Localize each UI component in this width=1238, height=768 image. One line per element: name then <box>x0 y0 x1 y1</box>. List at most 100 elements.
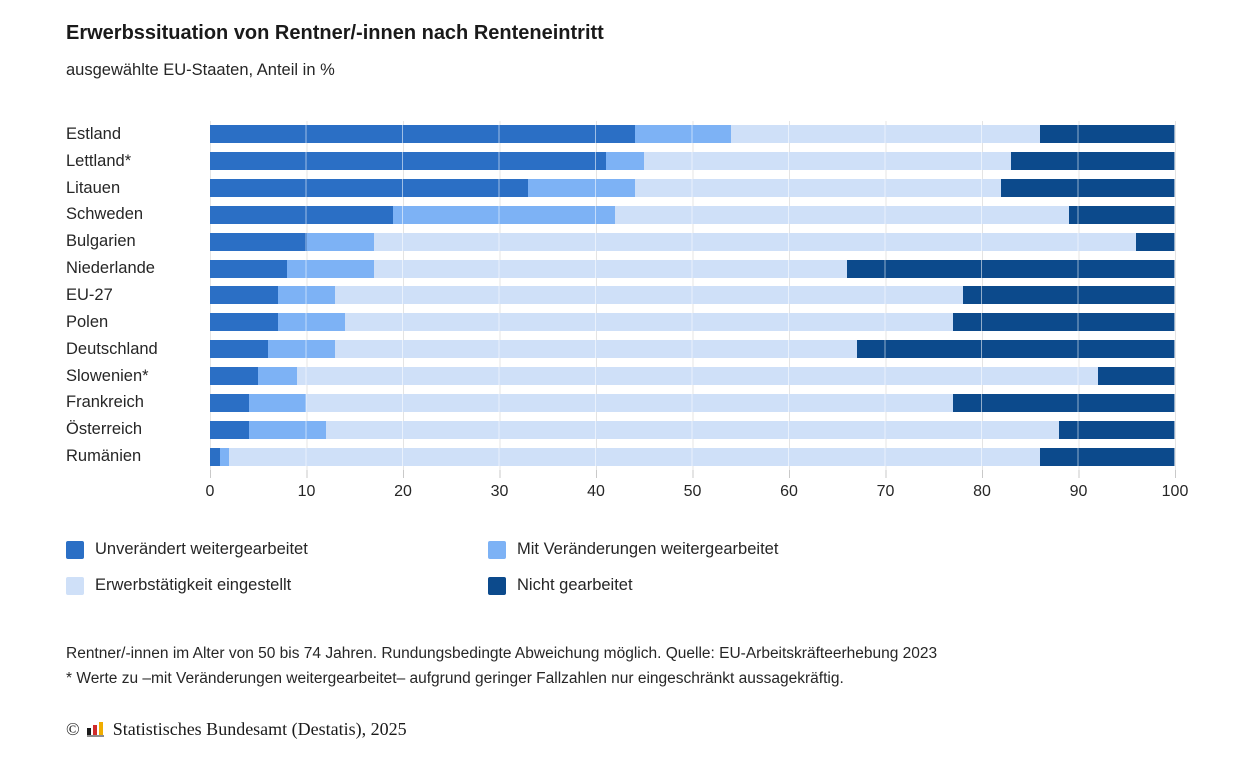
footnotes: Rentner/-innen im Alter von 50 bis 74 Ja… <box>66 641 1186 691</box>
bar-segment <box>1039 125 1175 144</box>
legend: Unverändert weitergearbeitet Mit Veränder… <box>66 540 778 595</box>
bar <box>210 367 1175 386</box>
bar <box>210 447 1175 466</box>
bar-rows: Estland Lettland* Litauen Schweden Bulgarien… <box>66 121 1175 470</box>
copyright: © Statistisches Bundesamt (Destatis), 20… <box>66 719 407 740</box>
bar-segment <box>731 125 1040 144</box>
bar-segment <box>335 340 857 359</box>
bar-segment <box>1136 232 1175 251</box>
bar-segment <box>1059 420 1175 439</box>
x-axis-tick-label: 50 <box>683 483 702 500</box>
bar-segment <box>953 313 1175 332</box>
bar-segment <box>846 259 1175 278</box>
category-label: Slowenien* <box>66 366 149 385</box>
bar-segment <box>210 340 268 359</box>
bar-segment <box>267 340 336 359</box>
bar-segment <box>210 179 529 198</box>
bar-segment <box>210 152 606 171</box>
bar-segment <box>306 393 954 412</box>
x-axis-tick-label: 40 <box>587 483 605 500</box>
bar-segment <box>335 286 963 305</box>
bar-row: Österreich <box>66 416 1175 443</box>
bar-segment <box>210 259 288 278</box>
bar-segment <box>374 259 847 278</box>
bar-segment <box>210 367 259 386</box>
bar-segment <box>615 205 1069 224</box>
bar <box>210 125 1175 144</box>
bar-segment <box>962 286 1175 305</box>
x-axis-tick-label: 10 <box>297 483 316 500</box>
x-axis-tick-label: 60 <box>780 483 798 500</box>
legend-item: Erwerbstätigkeit eingestellt <box>66 576 488 595</box>
x-axis-tick-label: 70 <box>876 483 895 500</box>
bar-segment <box>953 393 1175 412</box>
bar-segment <box>229 447 1040 466</box>
bar-segment <box>345 313 954 332</box>
page-title: Erwerbssituation von Rentner/-innen nach… <box>66 22 604 44</box>
bar-segment <box>325 420 1060 439</box>
bar-row: EU-27 <box>66 282 1175 309</box>
x-axis-ticks <box>210 470 1176 478</box>
bar <box>210 205 1175 224</box>
x-axis-tick-label: 20 <box>394 483 412 500</box>
footnote-line-2: * Werte zu –mit Veränderungen weitergear… <box>66 670 844 687</box>
bar-row: Rumänien <box>66 443 1175 470</box>
legend-label: Unverändert weitergearbeitet <box>95 540 308 558</box>
x-axis-labels: 0 10 20 30 40 50 60 70 80 90 100 <box>206 483 1189 505</box>
bar-row: Estland <box>66 121 1175 148</box>
bar-segment <box>1010 152 1175 171</box>
footnote-line-1: Rentner/-innen im Alter von 50 bis 74 Ja… <box>66 645 938 662</box>
category-label: Schweden <box>66 205 144 224</box>
legend-label: Mit Veränderungen weitergearbeitet <box>517 540 779 558</box>
bar-segment <box>634 179 1002 198</box>
bar-segment <box>248 420 326 439</box>
bar-segment <box>1039 447 1175 466</box>
bar-segment <box>296 367 1098 386</box>
bar <box>210 286 1175 305</box>
bar <box>210 420 1175 439</box>
destatis-logo-icon <box>86 721 106 738</box>
bar-segment <box>210 447 220 466</box>
bar-segment <box>634 125 732 144</box>
bar-row: Deutschland <box>66 336 1175 363</box>
category-label: Österreich <box>66 420 143 439</box>
bar-row: Lettland* <box>66 148 1175 175</box>
bar-row: Frankreich <box>66 389 1175 416</box>
bar-segment <box>210 313 278 332</box>
bar-segment <box>210 232 307 251</box>
x-axis-tick-label: 0 <box>205 483 215 500</box>
bar-segment <box>1097 367 1175 386</box>
bar-segment <box>258 367 297 386</box>
x-axis-tick-label: 80 <box>973 483 991 500</box>
bar-segment <box>287 259 375 278</box>
bar <box>210 340 1175 359</box>
bar-segment <box>393 205 616 224</box>
bar-segment <box>605 152 645 171</box>
legend-label: Nicht gearbeitet <box>517 576 633 594</box>
bar-segment <box>210 420 249 439</box>
copyright-symbol: © <box>66 719 80 739</box>
category-label: EU-27 <box>66 285 113 304</box>
category-label: Estland <box>66 124 122 143</box>
bar-segment <box>210 393 249 412</box>
bar-segment <box>248 393 307 412</box>
x-axis-tick-label: 90 <box>1069 483 1088 500</box>
category-label: Litauen <box>66 178 121 197</box>
bar-segment <box>528 179 635 198</box>
page-subtitle: ausgewählte EU-Staaten, Anteil in % <box>66 61 335 79</box>
category-label: Deutschland <box>66 339 158 358</box>
bar <box>210 313 1175 332</box>
x-axis-tick-label: 30 <box>490 483 509 500</box>
bar-segment <box>306 232 375 251</box>
stacked-bar-chart: Estland Lettland* Litauen Schweden Bulgarien… <box>66 121 1176 470</box>
legend-label: Erwerbstätigkeit eingestellt <box>95 576 292 594</box>
category-label: Frankreich <box>66 393 144 412</box>
bar <box>210 179 1175 198</box>
bar-row: Niederlande <box>66 255 1175 282</box>
legend-swatch <box>488 576 506 595</box>
category-label: Niederlande <box>66 259 155 278</box>
legend-item: Nicht gearbeitet <box>488 576 778 595</box>
legend-item: Mit Veränderungen weitergearbeitet <box>488 540 778 559</box>
legend-swatch <box>66 576 84 595</box>
legend-swatch <box>66 540 84 559</box>
